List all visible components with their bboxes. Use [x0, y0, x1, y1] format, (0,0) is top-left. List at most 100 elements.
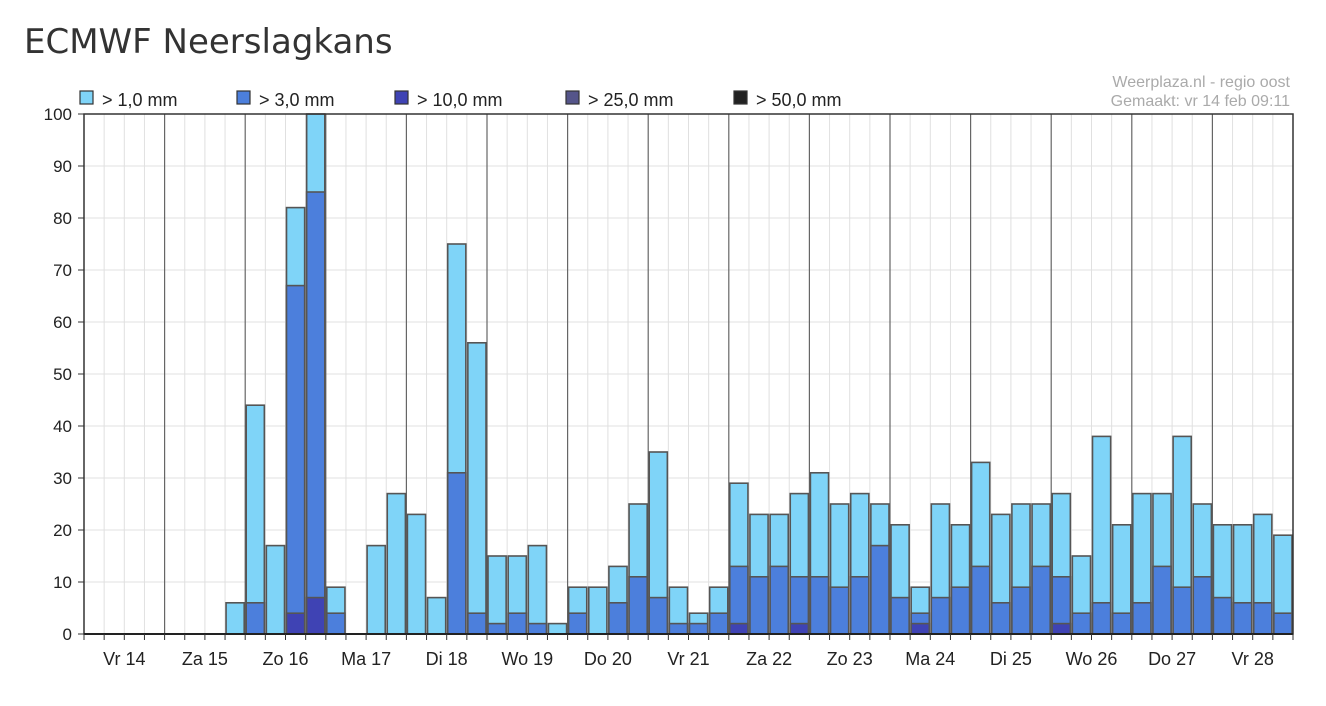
bar-series-3	[1051, 622, 1072, 635]
bar-series-2	[1212, 596, 1233, 635]
y-tick-label: 60	[53, 313, 72, 332]
legend-swatch	[79, 90, 94, 105]
x-tick-label: Vr 21	[667, 649, 709, 669]
bar-series-3	[789, 622, 810, 635]
bar-series-1	[225, 601, 246, 635]
bar-series-3	[285, 612, 306, 635]
y-tick-labels: 0 10 20 30 40 50 60 70 80 90 100	[44, 105, 72, 644]
bar-series-2	[1111, 612, 1132, 635]
bar-series-1	[487, 555, 507, 635]
y-tick-label: 80	[53, 209, 72, 228]
bar-series-3	[728, 622, 749, 635]
bar-series-2	[245, 601, 266, 635]
y-tick-label: 0	[63, 625, 72, 644]
y-tick-label: 10	[53, 573, 72, 592]
legend-label: > 1,0 mm	[102, 90, 178, 110]
bar-series-2	[507, 612, 528, 635]
chart-bars	[225, 113, 1293, 635]
x-tick-label: Za 15	[182, 649, 228, 669]
bar-series-2	[628, 575, 648, 635]
bar-series-2	[688, 622, 709, 635]
bar-series-1	[265, 544, 286, 635]
bar-series-1	[547, 622, 568, 635]
y-tick-label: 70	[53, 261, 72, 280]
bar-series-2	[1031, 565, 1052, 635]
legend-label: > 10,0 mm	[417, 90, 503, 110]
bar-series-3	[305, 596, 326, 635]
y-tick-label: 30	[53, 469, 72, 488]
bar-series-1	[366, 544, 387, 635]
y-tick-label: 100	[44, 105, 72, 124]
bar-series-2	[970, 565, 991, 635]
bar-series-2	[1071, 612, 1092, 635]
y-tick-label: 90	[53, 157, 72, 176]
chart-axes	[78, 113, 1294, 640]
bar-series-2	[1273, 612, 1293, 635]
bar-series-1	[587, 586, 608, 635]
bar-series-2	[527, 622, 548, 635]
legend-swatch	[236, 90, 251, 105]
y-tick-label: 40	[53, 417, 72, 436]
bar-series-2	[769, 565, 790, 635]
bar-series-2	[1132, 601, 1152, 635]
x-tick-label: Wo 26	[1066, 649, 1118, 669]
page-title: ECMWF Neerslagkans	[24, 22, 393, 62]
legend-swatch	[733, 90, 748, 105]
bar-series-2	[930, 596, 951, 635]
x-tick-label: Wo 19	[501, 649, 553, 669]
created-timestamp: Gemaakt: vr 14 feb 09:11	[1111, 93, 1290, 110]
bar-series-2	[990, 601, 1011, 635]
bar-series-2	[870, 544, 890, 635]
bar-series-2	[446, 471, 467, 635]
bar-series-3	[910, 622, 931, 635]
bar-series-2	[608, 601, 628, 635]
source-credit: Weerplaza.nl - regio oost	[1112, 74, 1290, 91]
x-tick-label: Zo 16	[262, 649, 308, 669]
bar-series-1	[527, 544, 548, 635]
bar-series-2	[809, 575, 830, 635]
bar-series-2	[849, 575, 870, 635]
bar-series-1	[245, 404, 266, 635]
bar-series-2	[285, 284, 306, 635]
legend-swatch	[565, 90, 580, 105]
x-tick-label: Di 18	[426, 649, 468, 669]
bar-series-2	[1252, 601, 1273, 635]
chart-legend: > 1,0 mm > 3,0 mm > 10,0 mm > 25,0 mm > 50,0…	[79, 90, 842, 110]
bar-series-1	[406, 513, 427, 635]
bar-series-2	[1172, 586, 1193, 635]
legend-swatch	[394, 90, 409, 105]
bar-series-2	[648, 596, 669, 635]
chart-gridlines	[84, 113, 1293, 635]
x-tick-label: Ma 24	[905, 649, 955, 669]
bar-series-2	[1091, 601, 1112, 635]
x-tick-label: Vr 28	[1232, 649, 1274, 669]
x-tick-label: Di 25	[990, 649, 1032, 669]
bar-series-2	[467, 612, 487, 635]
bar-series-2	[829, 586, 850, 635]
x-tick-label: Vr 14	[103, 649, 145, 669]
bar-series-2	[1232, 601, 1253, 635]
x-tick-label: Ma 17	[341, 649, 391, 669]
bar-series-2	[1011, 586, 1031, 635]
x-tick-label: Do 27	[1148, 649, 1196, 669]
y-tick-label: 50	[53, 365, 72, 384]
x-tick-labels: Vr 14 Za 15 Zo 16 Ma 17 Di 18 Wo 19 Do 20 Vr 21…	[103, 649, 1274, 669]
bar-series-2	[950, 586, 971, 635]
bar-series-2	[567, 612, 588, 635]
x-tick-label: Za 22	[746, 649, 792, 669]
bar-series-1	[467, 341, 487, 635]
legend-label: > 25,0 mm	[588, 90, 674, 110]
bar-series-2	[749, 575, 769, 635]
bar-series-2	[708, 612, 729, 635]
bar-series-1	[386, 492, 407, 635]
bar-series-1	[426, 596, 447, 635]
legend-label: > 3,0 mm	[259, 90, 335, 110]
bar-series-2	[890, 596, 910, 635]
x-tick-label: Zo 23	[827, 649, 873, 669]
bar-series-2	[487, 622, 507, 635]
y-tick-label: 20	[53, 521, 72, 540]
bar-series-2	[1152, 565, 1172, 635]
bar-series-2	[1192, 575, 1213, 635]
bar-series-2	[305, 191, 326, 635]
